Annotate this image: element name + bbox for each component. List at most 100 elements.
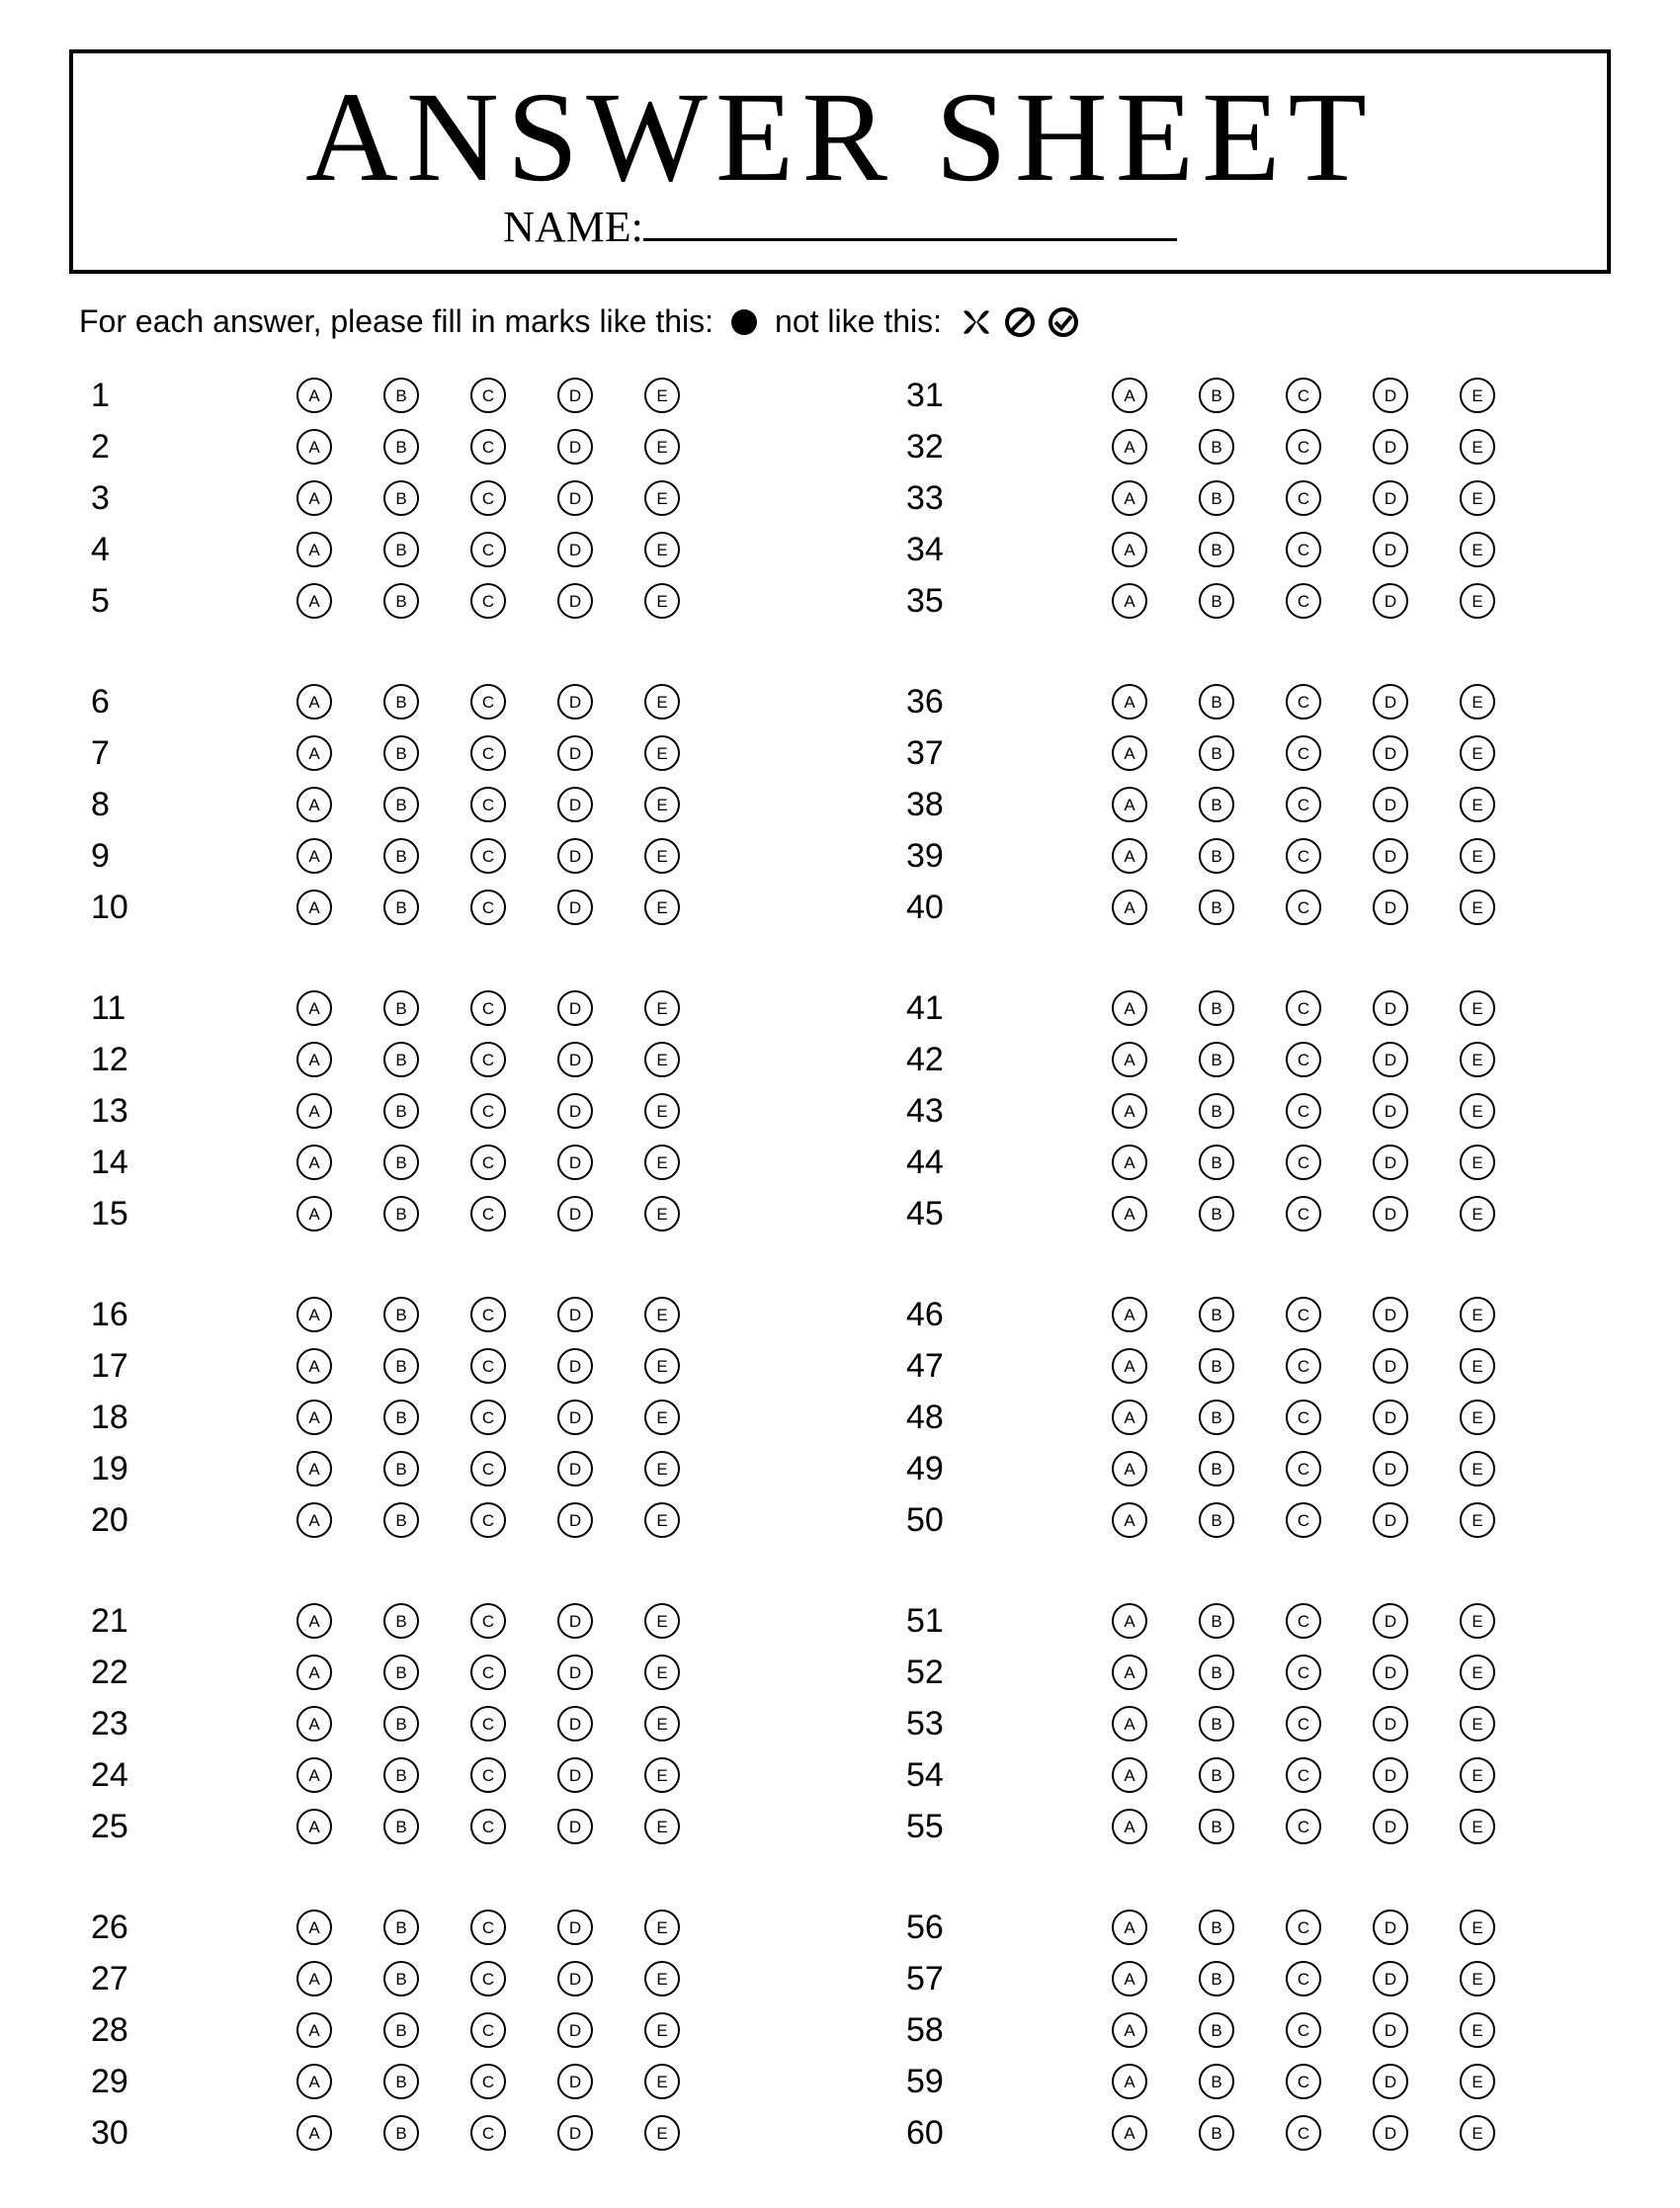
answer-bubble-c[interactable]: C: [1286, 1093, 1321, 1129]
answer-bubble-d[interactable]: D: [1373, 787, 1408, 822]
answer-bubble-b[interactable]: B: [383, 890, 419, 925]
answer-bubble-a[interactable]: A: [296, 378, 332, 413]
answer-bubble-e[interactable]: E: [1460, 1910, 1495, 1945]
answer-bubble-b[interactable]: B: [383, 1196, 419, 1231]
answer-bubble-e[interactable]: E: [644, 1400, 680, 1435]
answer-bubble-c[interactable]: C: [1286, 2064, 1321, 2099]
answer-bubble-e[interactable]: E: [644, 1348, 680, 1384]
answer-bubble-d[interactable]: D: [557, 1451, 593, 1486]
answer-bubble-c[interactable]: C: [470, 1655, 506, 1690]
answer-bubble-c[interactable]: C: [1286, 1451, 1321, 1486]
answer-bubble-e[interactable]: E: [1460, 480, 1495, 516]
answer-bubble-b[interactable]: B: [383, 1809, 419, 1844]
answer-bubble-b[interactable]: B: [1199, 1757, 1234, 1793]
answer-bubble-d[interactable]: D: [557, 378, 593, 413]
answer-bubble-b[interactable]: B: [383, 583, 419, 619]
answer-bubble-d[interactable]: D: [557, 2064, 593, 2099]
answer-bubble-c[interactable]: C: [1286, 2012, 1321, 2048]
answer-bubble-c[interactable]: C: [1286, 1603, 1321, 1639]
answer-bubble-d[interactable]: D: [1373, 1297, 1408, 1332]
answer-bubble-a[interactable]: A: [1112, 1603, 1147, 1639]
answer-bubble-e[interactable]: E: [644, 532, 680, 567]
answer-bubble-a[interactable]: A: [1112, 1757, 1147, 1793]
answer-bubble-b[interactable]: B: [1199, 1400, 1234, 1435]
answer-bubble-d[interactable]: D: [557, 787, 593, 822]
answer-bubble-b[interactable]: B: [383, 378, 419, 413]
answer-bubble-a[interactable]: A: [1112, 532, 1147, 567]
answer-bubble-e[interactable]: E: [644, 838, 680, 874]
answer-bubble-a[interactable]: A: [296, 2012, 332, 2048]
answer-bubble-d[interactable]: D: [1373, 1042, 1408, 1077]
answer-bubble-d[interactable]: D: [1373, 1093, 1408, 1129]
answer-bubble-e[interactable]: E: [644, 890, 680, 925]
answer-bubble-d[interactable]: D: [557, 1961, 593, 1996]
answer-bubble-c[interactable]: C: [470, 378, 506, 413]
answer-bubble-c[interactable]: C: [470, 1297, 506, 1332]
answer-bubble-a[interactable]: A: [1112, 787, 1147, 822]
answer-bubble-e[interactable]: E: [1460, 1348, 1495, 1384]
answer-bubble-b[interactable]: B: [1199, 1655, 1234, 1690]
answer-bubble-a[interactable]: A: [1112, 1093, 1147, 1129]
answer-bubble-e[interactable]: E: [1460, 1502, 1495, 1538]
answer-bubble-a[interactable]: A: [1112, 838, 1147, 874]
answer-bubble-e[interactable]: E: [1460, 1809, 1495, 1844]
answer-bubble-d[interactable]: D: [1373, 1757, 1408, 1793]
answer-bubble-b[interactable]: B: [383, 684, 419, 720]
answer-bubble-a[interactable]: A: [1112, 2012, 1147, 2048]
answer-bubble-d[interactable]: D: [1373, 990, 1408, 1026]
answer-bubble-b[interactable]: B: [383, 787, 419, 822]
answer-bubble-b[interactable]: B: [1199, 429, 1234, 465]
answer-bubble-e[interactable]: E: [1460, 787, 1495, 822]
answer-bubble-e[interactable]: E: [644, 480, 680, 516]
answer-bubble-c[interactable]: C: [470, 480, 506, 516]
answer-bubble-a[interactable]: A: [296, 480, 332, 516]
answer-bubble-a[interactable]: A: [296, 1145, 332, 1180]
answer-bubble-e[interactable]: E: [644, 1042, 680, 1077]
answer-bubble-c[interactable]: C: [470, 532, 506, 567]
answer-bubble-d[interactable]: D: [557, 1196, 593, 1231]
answer-bubble-b[interactable]: B: [1199, 735, 1234, 771]
answer-bubble-c[interactable]: C: [470, 1910, 506, 1945]
answer-bubble-d[interactable]: D: [557, 1706, 593, 1741]
answer-bubble-d[interactable]: D: [557, 735, 593, 771]
answer-bubble-c[interactable]: C: [470, 838, 506, 874]
answer-bubble-a[interactable]: A: [1112, 2064, 1147, 2099]
answer-bubble-a[interactable]: A: [296, 890, 332, 925]
answer-bubble-c[interactable]: C: [1286, 429, 1321, 465]
answer-bubble-c[interactable]: C: [1286, 583, 1321, 619]
answer-bubble-b[interactable]: B: [1199, 1297, 1234, 1332]
answer-bubble-b[interactable]: B: [1199, 1196, 1234, 1231]
answer-bubble-a[interactable]: A: [1112, 1196, 1147, 1231]
answer-bubble-c[interactable]: C: [470, 1451, 506, 1486]
answer-bubble-b[interactable]: B: [383, 480, 419, 516]
answer-bubble-d[interactable]: D: [1373, 1961, 1408, 1996]
answer-bubble-b[interactable]: B: [1199, 1093, 1234, 1129]
answer-bubble-e[interactable]: E: [1460, 2064, 1495, 2099]
answer-bubble-e[interactable]: E: [644, 787, 680, 822]
answer-bubble-d[interactable]: D: [557, 1093, 593, 1129]
answer-bubble-d[interactable]: D: [557, 1603, 593, 1639]
answer-bubble-b[interactable]: B: [383, 735, 419, 771]
answer-bubble-e[interactable]: E: [644, 1706, 680, 1741]
answer-bubble-d[interactable]: D: [1373, 532, 1408, 567]
answer-bubble-b[interactable]: B: [383, 2012, 419, 2048]
answer-bubble-c[interactable]: C: [470, 1042, 506, 1077]
answer-bubble-d[interactable]: D: [557, 990, 593, 1026]
answer-bubble-b[interactable]: B: [383, 1655, 419, 1690]
answer-bubble-a[interactable]: A: [1112, 583, 1147, 619]
answer-bubble-e[interactable]: E: [644, 1297, 680, 1332]
answer-bubble-c[interactable]: C: [470, 1706, 506, 1741]
answer-bubble-c[interactable]: C: [1286, 1961, 1321, 1996]
answer-bubble-a[interactable]: A: [1112, 480, 1147, 516]
answer-bubble-a[interactable]: A: [296, 735, 332, 771]
answer-bubble-d[interactable]: D: [1373, 480, 1408, 516]
answer-bubble-a[interactable]: A: [296, 990, 332, 1026]
answer-bubble-a[interactable]: A: [296, 1603, 332, 1639]
answer-bubble-a[interactable]: A: [296, 532, 332, 567]
answer-bubble-e[interactable]: E: [1460, 1655, 1495, 1690]
answer-bubble-d[interactable]: D: [1373, 1655, 1408, 1690]
answer-bubble-b[interactable]: B: [383, 1502, 419, 1538]
answer-bubble-e[interactable]: E: [1460, 1297, 1495, 1332]
answer-bubble-e[interactable]: E: [644, 1603, 680, 1639]
answer-bubble-d[interactable]: D: [557, 1502, 593, 1538]
